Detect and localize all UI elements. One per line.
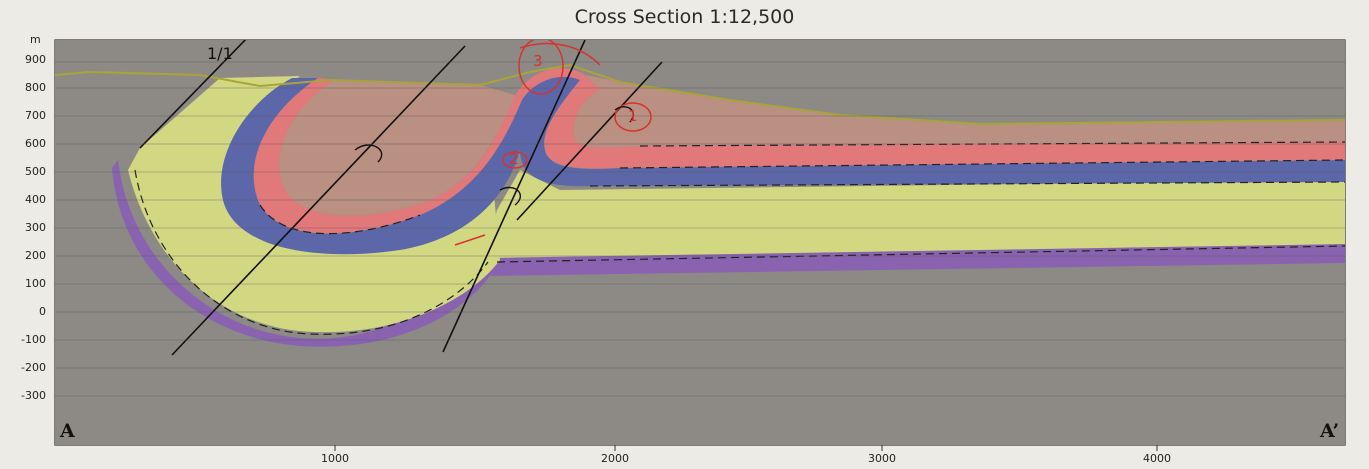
- y-axis-unit: m: [30, 33, 41, 46]
- y-tick-label: 400: [25, 193, 46, 206]
- annotation-1: 1: [628, 107, 638, 125]
- blue-layer: [221, 76, 1345, 255]
- red-layer: [253, 68, 1345, 234]
- x-tick-label: 1000: [321, 452, 349, 465]
- annotation-3: 3: [533, 52, 543, 70]
- annotation-2: 2: [509, 150, 519, 168]
- grid-lines: [55, 61, 1345, 397]
- x-tick-label: 4000: [1143, 452, 1171, 465]
- y-tick-label: -300: [21, 389, 46, 402]
- section-start-label: A: [60, 420, 75, 442]
- fold-symbols: [354, 106, 634, 206]
- axial-traces: [139, 40, 663, 356]
- x-ticks: [334, 445, 1158, 451]
- green-layer-east: [485, 170, 1345, 258]
- y-tick-label: 300: [25, 221, 46, 234]
- y-tick-label: 800: [25, 81, 46, 94]
- x-tick-label: 2000: [601, 452, 629, 465]
- section-title: Cross Section 1:12,500: [574, 6, 795, 28]
- y-tick-label: 600: [25, 137, 46, 150]
- y-tick-label: 700: [25, 109, 46, 122]
- y-tick-label: 200: [25, 249, 46, 262]
- red-annotations: [454, 40, 652, 246]
- y-tick-label: -200: [21, 361, 46, 374]
- y-tick-label: 900: [25, 53, 46, 66]
- y-tick-label: 0: [39, 305, 46, 318]
- y-tick-label: 500: [25, 165, 46, 178]
- green-layer-west: [128, 76, 500, 333]
- brown-layer-core: [279, 80, 515, 216]
- x-tick-label: 3000: [868, 452, 896, 465]
- brown-layer-east: [573, 75, 1345, 148]
- topography-line: [55, 63, 1345, 126]
- fault-label: 1/1: [207, 44, 233, 63]
- y-tick-label: 100: [25, 277, 46, 290]
- section-end-label: A’: [1320, 420, 1340, 442]
- purple-layer: [112, 160, 1345, 347]
- y-tick-label: -100: [21, 333, 46, 346]
